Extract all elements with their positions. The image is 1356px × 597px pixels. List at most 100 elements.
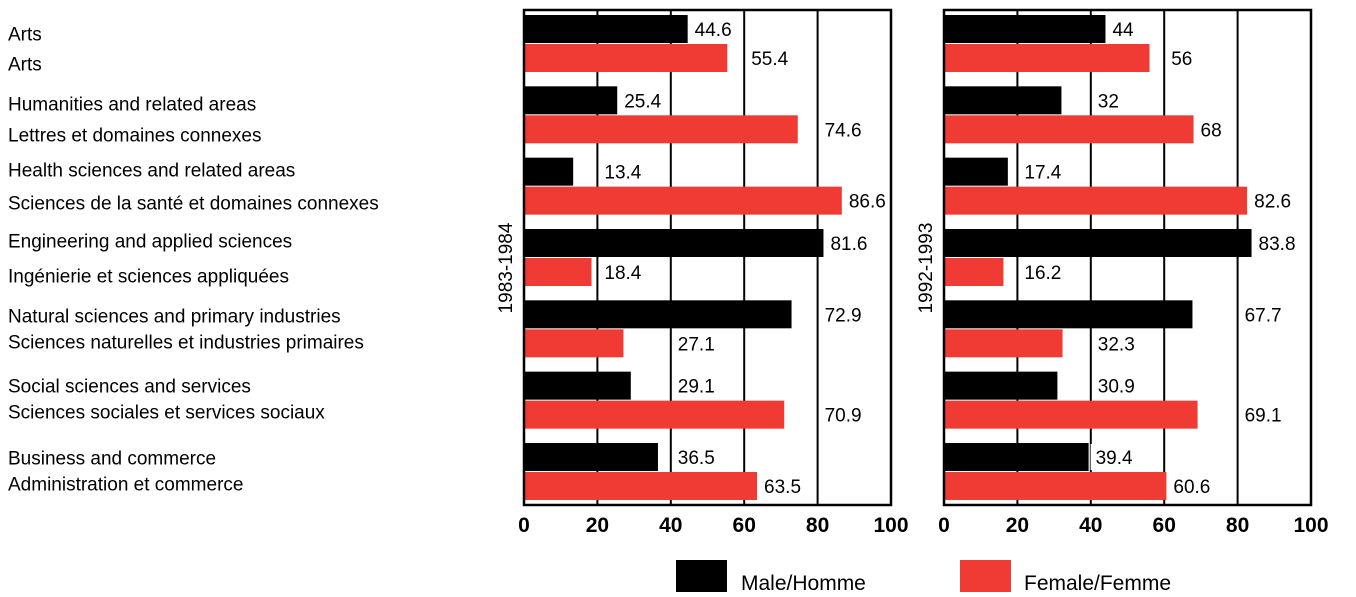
x-tick-label: 80 — [1226, 514, 1249, 537]
category-label: Sciences sociales et services sociaux — [8, 403, 325, 424]
value-label-bg — [1168, 472, 1219, 499]
value-label-bg — [1166, 45, 1196, 71]
bar — [524, 400, 785, 429]
category-label: Lettres et domaines connexes — [8, 126, 262, 147]
bar — [524, 228, 824, 257]
bar — [524, 471, 758, 500]
value-label-bg — [1092, 87, 1122, 114]
value-label-bg — [619, 87, 670, 114]
x-tick-label: 0 — [938, 514, 950, 537]
bar — [944, 44, 1150, 72]
bar — [944, 257, 1004, 286]
value-label: 18.4 — [604, 263, 641, 284]
value-label-bg — [1090, 443, 1141, 470]
value-label-bg — [1195, 116, 1225, 143]
value-label: 56 — [1171, 49, 1192, 70]
x-tick-label: 40 — [659, 514, 682, 537]
value-label-bg — [1253, 229, 1304, 256]
value-label: 44 — [1112, 20, 1134, 41]
category-label: Arts — [8, 55, 42, 76]
value-label-bg — [825, 229, 876, 256]
value-label: 70.9 — [825, 406, 862, 427]
value-label: 32.3 — [1098, 334, 1135, 355]
value-label-bg — [1092, 372, 1143, 399]
category-label: Humanities and related areas — [8, 95, 256, 116]
value-label: 44.6 — [695, 20, 732, 41]
legend-label-male: Male/Homme — [741, 572, 866, 592]
value-label-bg — [819, 116, 870, 143]
category-label: Business and commerce — [8, 449, 216, 470]
x-tick-label: 20 — [1006, 514, 1029, 537]
period-label: 1983-1984 — [496, 222, 517, 313]
bar — [524, 371, 631, 400]
value-label: 16.2 — [1024, 263, 1061, 284]
legend-swatch-male — [676, 560, 727, 592]
category-label: Engineering and applied sciences — [8, 232, 292, 253]
value-label-bg — [1092, 330, 1143, 357]
value-label: 13.4 — [604, 163, 641, 184]
value-label: 63.5 — [764, 477, 801, 498]
value-label-bg — [1019, 158, 1070, 185]
bar — [524, 442, 658, 471]
bar — [524, 257, 592, 286]
bar — [524, 157, 574, 186]
value-label: 27.1 — [678, 334, 715, 355]
bar — [944, 442, 1089, 471]
bar — [944, 86, 1062, 115]
value-label: 55.4 — [751, 49, 788, 70]
value-label-bg — [599, 258, 650, 285]
value-label-bg — [672, 443, 723, 470]
value-label-bg — [1019, 258, 1070, 285]
value-label-bg — [1107, 16, 1137, 42]
value-label: 86.6 — [849, 192, 886, 213]
value-label: 60.6 — [1173, 477, 1210, 498]
category-label: Administration et commerce — [8, 475, 243, 496]
value-label-bg — [746, 45, 797, 71]
category-label: Health sciences and related areas — [8, 161, 295, 182]
value-label: 32 — [1098, 91, 1119, 112]
x-tick-label: 80 — [806, 514, 829, 537]
value-label: 36.5 — [678, 448, 715, 469]
bar — [944, 228, 1252, 257]
value-label: 74.6 — [825, 120, 862, 141]
x-tick-label: 100 — [873, 514, 908, 537]
category-label: Ingénierie et sciences appliquées — [8, 267, 289, 288]
bar — [944, 300, 1193, 329]
value-label-bg — [843, 187, 894, 214]
value-label-bg — [819, 401, 870, 428]
value-label-bg — [759, 472, 810, 499]
value-label: 29.1 — [678, 377, 715, 398]
bar — [944, 186, 1248, 215]
x-tick-label: 40 — [1079, 514, 1102, 537]
category-label: Sciences de la santé et domaines connexe… — [8, 194, 379, 215]
value-label-bg — [1249, 187, 1300, 214]
category-label: Natural sciences and primary industries — [8, 307, 341, 328]
bar — [524, 300, 792, 329]
value-label-bg — [689, 16, 740, 42]
value-label-bg — [599, 158, 650, 185]
x-tick-label: 100 — [1293, 514, 1328, 537]
value-label: 72.9 — [825, 305, 862, 326]
value-label: 39.4 — [1096, 448, 1133, 469]
plot-frame — [942, 8, 1313, 507]
bar — [944, 157, 1008, 186]
bar — [524, 44, 728, 72]
value-label: 82.6 — [1254, 192, 1291, 213]
value-label-bg — [1239, 301, 1290, 328]
bar — [944, 115, 1194, 144]
period-label: 1992-1993 — [916, 223, 937, 314]
bar — [524, 86, 618, 115]
value-label: 25.4 — [624, 91, 661, 112]
value-label: 68 — [1201, 120, 1222, 141]
bar — [944, 371, 1058, 400]
bar — [524, 186, 842, 215]
x-tick-label: 20 — [586, 514, 609, 537]
x-tick-label: 0 — [518, 514, 530, 537]
legend-swatch-female — [960, 560, 1011, 592]
value-label: 67.7 — [1245, 305, 1282, 326]
value-label: 81.6 — [830, 234, 867, 255]
plot-frame — [522, 8, 893, 507]
legend-label-female: Female/Femme — [1024, 572, 1171, 592]
value-label: 69.1 — [1245, 406, 1282, 427]
